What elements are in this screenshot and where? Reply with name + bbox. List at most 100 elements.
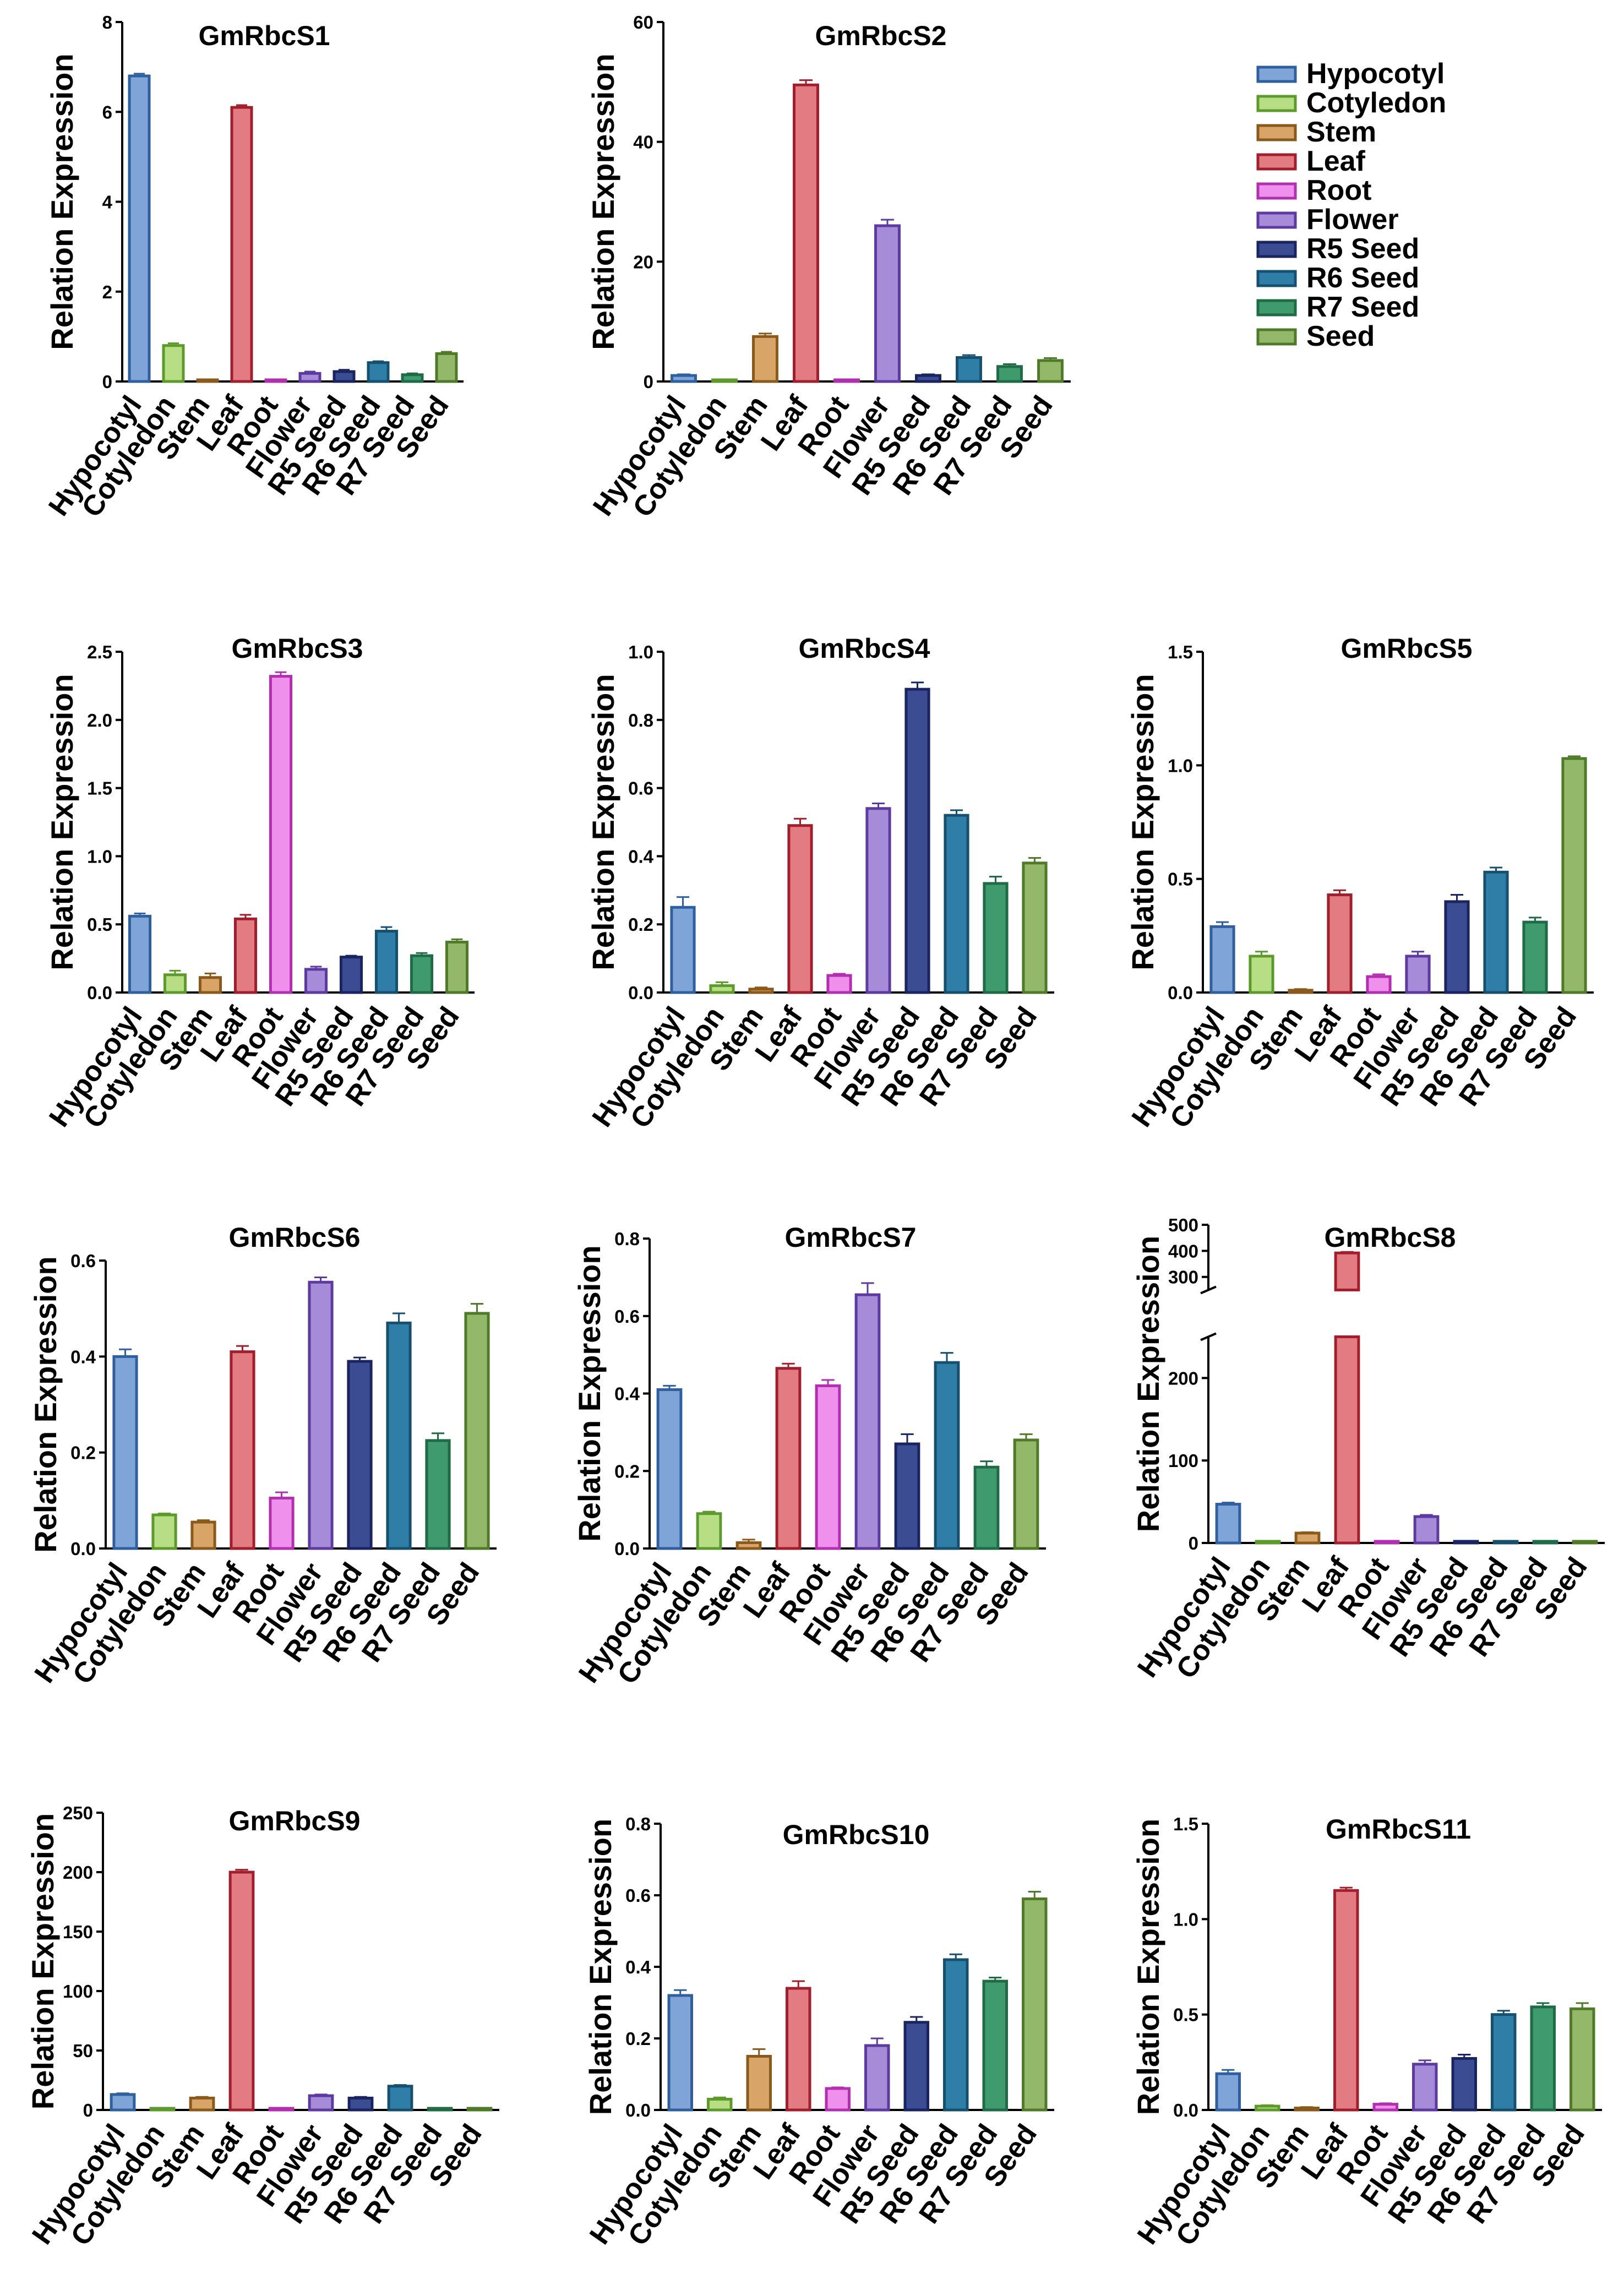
bar-Stem xyxy=(198,976,222,994)
bar-R6 Seed xyxy=(1491,2013,1517,2112)
y-tick-label: 1.0 xyxy=(1168,755,1193,776)
bar-Flower xyxy=(308,2094,334,2112)
bar-R5 Seed xyxy=(1451,2057,1477,2112)
bar-Cotyledon xyxy=(696,1512,722,1550)
bar-Seed xyxy=(1013,1438,1039,1550)
bar-R5 Seed xyxy=(339,956,363,994)
y-axis-label: Relation Expression xyxy=(586,674,620,970)
bar-R7 Seed xyxy=(410,954,434,994)
bar-Leaf-lower xyxy=(1334,1335,1360,1545)
bar-R7 Seed xyxy=(983,882,1009,994)
bar-R7 Seed xyxy=(1530,2005,1556,2112)
bar-Cotyledon xyxy=(1255,2104,1280,2112)
chart-title: GmRbcS2 xyxy=(815,20,947,51)
y-tick-label: 0.2 xyxy=(70,1443,96,1463)
legend-label: Stem xyxy=(1306,116,1376,148)
y-tick-label: 100 xyxy=(63,1981,93,2002)
bar-Hypocotyl xyxy=(656,1388,683,1550)
y-tick-label: 0.0 xyxy=(614,1539,640,1559)
bar-Hypocotyl xyxy=(128,914,152,994)
legend-label: Cotyledon xyxy=(1306,87,1446,119)
chart-title: GmRbcS4 xyxy=(799,633,930,664)
bar-Seed xyxy=(1022,861,1048,994)
y-tick-label: 40 xyxy=(633,132,653,152)
legend-swatch-Leaf xyxy=(1256,153,1297,171)
bar-Flower xyxy=(874,224,901,383)
bar-Leaf xyxy=(786,1987,811,2112)
y-tick-label: 0 xyxy=(102,372,112,392)
y-tick-label: 0.2 xyxy=(628,914,653,935)
y-tick-label: 2.5 xyxy=(87,642,112,662)
y-tick-label: 400 xyxy=(1168,1241,1198,1261)
y-tick-label: 0.5 xyxy=(1168,869,1193,890)
bar-Cotyledon xyxy=(151,1513,177,1550)
legend-label: Hypocotyl xyxy=(1306,58,1445,90)
bar-R6 Seed xyxy=(386,1321,412,1550)
legend-swatch-R6 Seed xyxy=(1256,270,1297,287)
y-axis-label: Relation Expression xyxy=(1131,1819,1165,2115)
y-tick-label: 0 xyxy=(83,2100,93,2120)
bar-Leaf xyxy=(775,1367,802,1550)
chart-title: GmRbcS6 xyxy=(229,1222,361,1253)
bar-Root xyxy=(825,2087,851,2112)
bar-Flower xyxy=(854,1293,881,1550)
y-tick-label: 0.0 xyxy=(628,983,653,1003)
bar-Root xyxy=(1366,975,1392,994)
bar-Hypocotyl xyxy=(112,1355,138,1550)
bar-Flower xyxy=(308,1280,334,1550)
y-axis-label: Relation Expression xyxy=(1125,674,1160,970)
chart-title: GmRbcS5 xyxy=(1341,633,1473,664)
bar-Cotyledon xyxy=(162,344,185,383)
y-tick-label: 0.5 xyxy=(87,914,112,935)
y-tick-label: 0.6 xyxy=(628,778,653,799)
chart-title: GmRbcS1 xyxy=(199,20,330,51)
bar-Root xyxy=(269,1496,295,1550)
legend-swatch-Stem xyxy=(1256,124,1297,141)
bar-R5 Seed xyxy=(903,2021,929,2112)
y-tick-label: 1.5 xyxy=(87,778,112,799)
bar-R5 Seed xyxy=(904,688,930,994)
bar-Flower xyxy=(864,2044,890,2112)
bar-Hypocotyl xyxy=(128,74,151,383)
bar-R7 Seed xyxy=(1522,920,1548,994)
y-tick-label: 0.2 xyxy=(625,2028,651,2049)
bar-Flower xyxy=(304,968,328,994)
bar-R6 Seed xyxy=(1483,870,1509,994)
bar-Hypocotyl xyxy=(671,374,697,383)
bar-Cotyledon xyxy=(709,984,735,994)
chart-GmRbcS10: GmRbcS10 0.0 0.2 0.4 0.6 0.8 Relation Expressi… xyxy=(583,1814,1054,2251)
bar-R7 Seed xyxy=(973,1465,1000,1550)
axis-break-mark xyxy=(1200,1285,1217,1295)
y-axis-label: Relation Expression xyxy=(572,1245,607,1541)
y-tick-label: 0.0 xyxy=(1173,2100,1198,2120)
bar-Flower xyxy=(1413,1515,1440,1545)
chart-title: GmRbcS11 xyxy=(1326,1814,1471,1845)
bar-Leaf xyxy=(1327,893,1353,994)
bar-R5 Seed xyxy=(915,374,941,383)
bar-R6 Seed xyxy=(956,356,982,383)
y-tick-label: 1.0 xyxy=(87,846,112,866)
bar-Hypocotyl xyxy=(670,906,696,994)
y-axis-label: Relation Expression xyxy=(586,53,620,350)
bar-R6 Seed xyxy=(944,814,969,994)
bar-Leaf xyxy=(793,83,819,383)
bar-R7 Seed xyxy=(425,1439,451,1550)
y-axis-label: Relation Expression xyxy=(1131,1236,1165,1532)
y-axis-label: Relation Expression xyxy=(45,53,79,350)
y-tick-label: 200 xyxy=(1168,1368,1198,1388)
y-tick-label: 100 xyxy=(1168,1450,1198,1471)
y-tick-label: 0.6 xyxy=(625,1885,651,1906)
bar-R6 Seed xyxy=(934,1361,960,1550)
legend-swatch-Root xyxy=(1256,182,1297,200)
y-tick-label: 6 xyxy=(102,102,112,122)
y-tick-label: 0.0 xyxy=(87,983,112,1003)
y-tick-label: 4 xyxy=(102,192,113,212)
bar-Hypocotyl xyxy=(1215,1503,1241,1545)
y-tick-label: 150 xyxy=(63,1922,93,1942)
y-tick-label: 8 xyxy=(102,12,112,32)
bar-Stem xyxy=(735,1541,762,1550)
